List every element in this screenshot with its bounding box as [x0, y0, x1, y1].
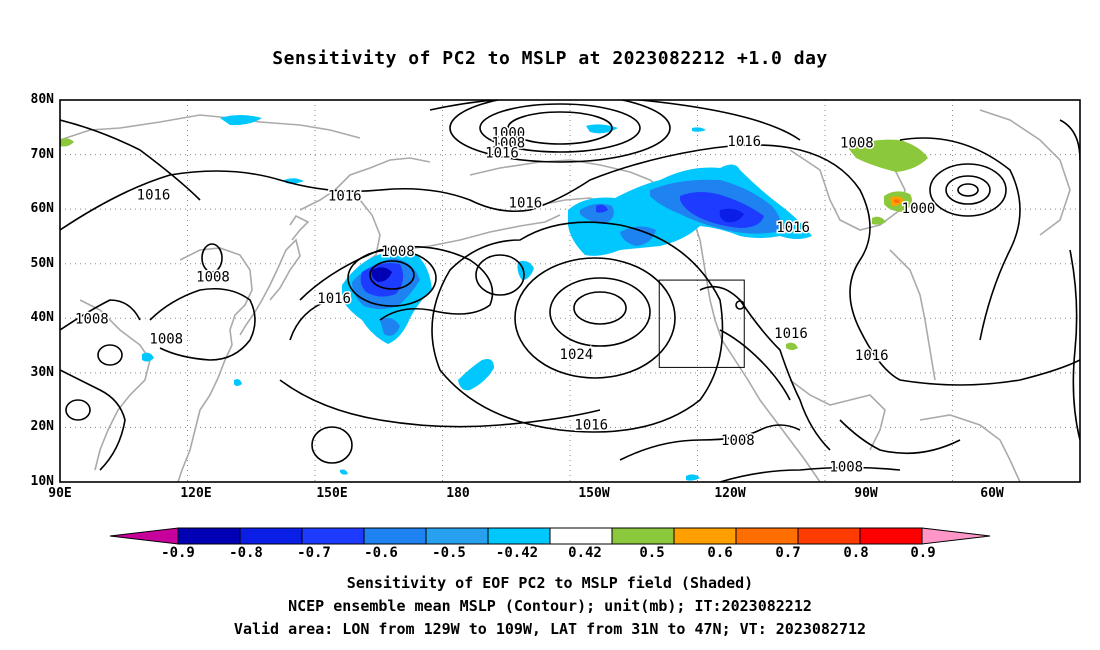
colorbar-swatch	[239, 527, 303, 545]
colorbar-swatch	[425, 527, 489, 545]
contour-label: 1008	[75, 311, 109, 327]
lon-label-150w: 150W	[578, 486, 610, 501]
contour-label: 1008	[196, 269, 230, 285]
colorbar-label: -0.42	[495, 545, 539, 561]
contour-label: 1000	[902, 201, 936, 217]
contour-label: 1016	[774, 326, 808, 342]
contour-label: 1016	[485, 145, 519, 161]
colorbar-swatch	[549, 527, 613, 545]
colorbar-label: -0.5	[432, 545, 466, 561]
map-frame	[59, 99, 1081, 483]
colorbar-label: 0.9	[910, 545, 936, 561]
contour-label: 1000	[492, 126, 526, 142]
contour-label: 1008	[381, 244, 415, 260]
lon-label-120w: 120W	[714, 486, 746, 501]
lat-label-70n: 70N	[30, 147, 54, 162]
colorbar-swatch	[797, 527, 861, 545]
colorbar-label: -0.9	[161, 545, 195, 561]
valid-area-box	[658, 279, 745, 368]
contour-label: 1016	[727, 134, 761, 150]
caption-contour: NCEP ensemble mean MSLP (Contour); unit(…	[288, 597, 812, 615]
contour-label: 1008	[829, 460, 863, 476]
lat-label-50n: 50N	[30, 256, 54, 271]
colorbar-swatch	[859, 527, 923, 545]
contour-label: 1016	[509, 196, 543, 212]
contour-label: 1016	[317, 291, 351, 307]
sensitivity-shading	[60, 115, 928, 481]
colorbar	[109, 527, 991, 545]
contour-label: 1008	[492, 136, 526, 152]
contour-label: 1016	[574, 418, 608, 434]
colorbar-swatch	[673, 527, 737, 545]
colorbar-swatch	[611, 527, 675, 545]
colorbar-label: -0.8	[229, 545, 263, 561]
lon-label-120e: 120E	[180, 486, 212, 501]
colorbar-label: 0.42	[568, 545, 602, 561]
colorbar-swatch	[487, 527, 551, 545]
coastlines	[60, 109, 1071, 482]
caption-valid-area: Valid area: LON from 129W to 109W, LAT f…	[233, 620, 867, 638]
colorbar-label: 0.8	[843, 545, 869, 561]
lon-label-180: 180	[446, 486, 470, 501]
contour-label: 1016	[855, 348, 889, 364]
colorbar-max-arrow	[921, 527, 991, 545]
lat-label-40n: 40N	[30, 310, 54, 325]
contour-label: 1008	[721, 433, 755, 449]
colorbar-label: -0.6	[364, 545, 398, 561]
colorbar-label: 0.7	[775, 545, 801, 561]
contour-label: 1024	[560, 347, 594, 363]
colorbar-swatch	[177, 527, 241, 545]
contour-label: 1016	[328, 189, 362, 205]
mslp-contours	[60, 100, 1080, 482]
caption-shading: Sensitivity of EOF PC2 to MSLP field (Sh…	[346, 574, 754, 592]
lat-label-80n: 80N	[30, 92, 54, 107]
lon-label-150e: 150E	[316, 486, 348, 501]
contour-label: 1016	[137, 187, 171, 203]
map-title: Sensitivity of PC2 to MSLP at 2023082212…	[272, 48, 828, 69]
colorbar-label: 0.5	[639, 545, 665, 561]
lat-label-10n: 10N	[30, 474, 54, 489]
colorbar-label: 0.6	[707, 545, 733, 561]
lon-label-90e: 90E	[48, 486, 72, 501]
colorbar-swatch	[363, 527, 427, 545]
contour-label: 1016	[776, 220, 810, 236]
contour-label: 1008	[840, 136, 874, 152]
lat-label-60n: 60N	[30, 201, 54, 216]
lat-label-20n: 20N	[30, 419, 54, 434]
lon-label-90w: 90W	[854, 486, 878, 501]
lat-label-30n: 30N	[30, 365, 54, 380]
lon-label-60w: 60W	[980, 486, 1004, 501]
colorbar-swatch	[301, 527, 365, 545]
colorbar-label: -0.7	[297, 545, 331, 561]
colorbar-swatch	[735, 527, 799, 545]
colorbar-min-arrow	[109, 527, 179, 545]
contour-label: 1008	[149, 331, 183, 347]
